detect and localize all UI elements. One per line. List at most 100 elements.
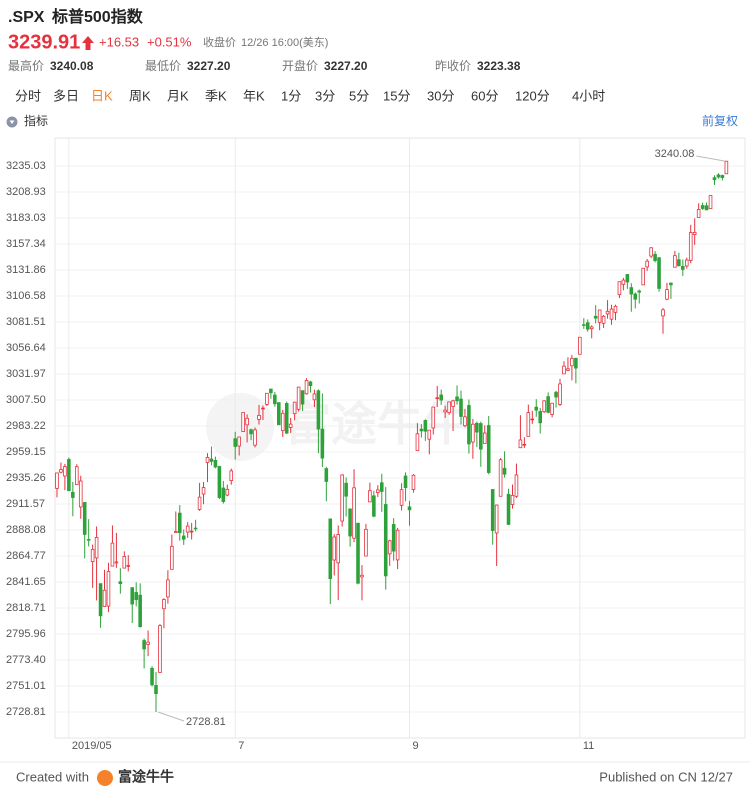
tab[interactable]: 60分 xyxy=(471,88,498,103)
candle-body xyxy=(617,281,622,296)
candle-body xyxy=(340,474,344,522)
candle-body xyxy=(411,474,416,490)
tab[interactable]: 5分 xyxy=(349,88,369,103)
candle-body xyxy=(383,504,388,577)
candle-body xyxy=(399,489,404,506)
y-tick-label: 3208.93 xyxy=(6,186,46,198)
candle-body xyxy=(284,403,289,434)
tab[interactable]: 周K xyxy=(129,88,151,103)
y-tick-label: 2935.26 xyxy=(6,472,46,484)
tab[interactable]: 15分 xyxy=(383,88,410,103)
plot-frame xyxy=(54,137,746,739)
candle-body xyxy=(716,174,721,178)
candle-body xyxy=(490,489,495,531)
candle-body xyxy=(455,396,459,402)
candle-body xyxy=(538,411,543,424)
tab[interactable]: 4小时 xyxy=(572,88,605,103)
y-tick-label: 3007.50 xyxy=(6,394,46,406)
x-tick-label: 9 xyxy=(413,740,419,752)
candle-body xyxy=(653,253,657,262)
tab[interactable]: 30分 xyxy=(427,88,454,103)
tab[interactable]: 120分 xyxy=(515,88,550,103)
candle-body xyxy=(510,495,515,505)
candle-body xyxy=(114,561,119,564)
candle-body xyxy=(102,589,107,607)
candle-body xyxy=(601,315,606,324)
candle-body xyxy=(443,409,447,413)
candle-body xyxy=(181,535,186,540)
candle-body xyxy=(498,459,503,497)
candle-body xyxy=(657,257,661,289)
candle-body xyxy=(233,438,238,447)
candle-body xyxy=(98,583,103,617)
indicator-icon-arrow xyxy=(9,120,15,124)
candle-body xyxy=(201,487,206,495)
candle-body xyxy=(562,365,566,375)
tab[interactable]: 年K xyxy=(243,88,265,103)
indicator[interactable]: 指标 xyxy=(24,113,48,128)
candle-body xyxy=(193,527,198,530)
candle-body xyxy=(585,322,590,330)
candle-body xyxy=(423,420,428,432)
stat-label: 最低价 xyxy=(145,59,181,73)
x-tick-label: 11 xyxy=(583,740,594,752)
candle-body xyxy=(86,539,91,541)
change: +16.53 xyxy=(99,34,139,49)
candle-body xyxy=(213,460,218,468)
tab[interactable]: 日K xyxy=(91,88,113,103)
candle-body xyxy=(546,396,550,413)
candle-body xyxy=(368,490,372,503)
candle-body xyxy=(209,458,214,462)
tab[interactable]: 多日 xyxy=(53,88,79,103)
y-tick-label: 3031.97 xyxy=(6,368,46,380)
candle-body xyxy=(288,423,293,428)
chart: 3235.03 3208.93 3183.03 3157.34 3131.86 3106.… xyxy=(6,137,746,752)
y-tick-label: 2888.08 xyxy=(6,524,46,536)
tab[interactable]: 1分 xyxy=(281,88,301,103)
adjust-toggle[interactable]: 前复权 xyxy=(702,113,738,128)
tab[interactable]: 季K xyxy=(205,88,227,103)
candle-body xyxy=(55,472,59,489)
y-tick-label: 3183.03 xyxy=(6,212,46,224)
candle-body xyxy=(439,394,443,401)
candle-body xyxy=(300,390,305,405)
candle-body xyxy=(146,641,150,645)
tab[interactable]: 分时 xyxy=(15,88,41,103)
candle-body xyxy=(482,432,487,444)
y-tick-label: 2728.81 xyxy=(6,706,46,718)
candle-body xyxy=(724,160,729,175)
candle-body xyxy=(379,482,384,492)
candle-body xyxy=(621,279,626,285)
tab[interactable]: 3分 xyxy=(315,88,335,103)
candle-body xyxy=(704,205,709,211)
candle-body xyxy=(166,579,170,598)
candle-body xyxy=(376,489,380,493)
candle-body xyxy=(645,260,649,268)
y-tick-label: 2983.22 xyxy=(6,420,46,432)
candle-body xyxy=(669,282,673,286)
candle-body xyxy=(514,474,519,497)
candle-body xyxy=(225,488,230,496)
y-tick-label: 3131.86 xyxy=(6,264,46,276)
candle-body xyxy=(419,428,424,432)
candle-body xyxy=(558,383,562,405)
candle-body xyxy=(625,274,630,283)
candle-body xyxy=(534,406,539,411)
candle-body xyxy=(391,524,396,552)
created-with: Created with xyxy=(16,769,89,784)
candle-body xyxy=(269,388,273,394)
candle-body xyxy=(162,599,166,610)
candle-body xyxy=(197,496,202,510)
candle-body xyxy=(613,305,618,313)
y-tick-label: 2841.65 xyxy=(6,576,46,588)
candle-body xyxy=(150,667,154,686)
price: 3239.91 xyxy=(8,31,80,53)
tab[interactable]: 月K xyxy=(167,88,189,103)
published: Published on CN 12/27 xyxy=(599,769,733,784)
candle-body xyxy=(570,357,574,367)
candle-body xyxy=(158,625,162,673)
candle-body xyxy=(67,459,71,492)
index-name: 标普500指数 xyxy=(51,7,144,26)
candle-body xyxy=(360,574,364,578)
candle-body xyxy=(554,391,558,398)
